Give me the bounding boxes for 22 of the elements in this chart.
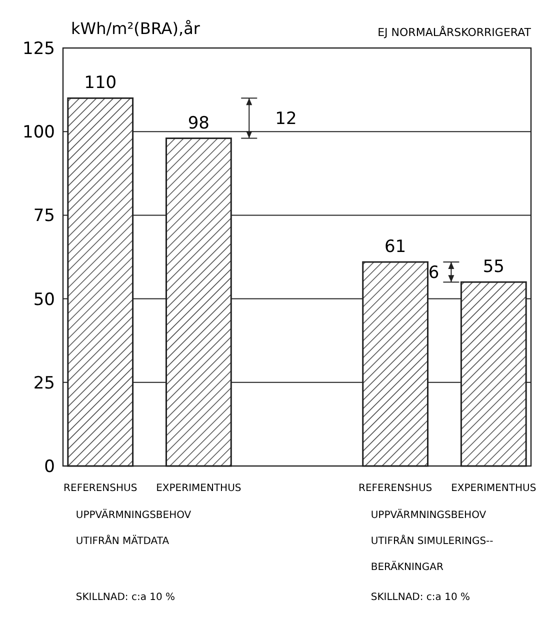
x-tick-label: EXPERIMENTHUS (451, 483, 536, 494)
y-tick-label: 25 (33, 373, 55, 394)
x-tick-label: REFERENSHUS (64, 483, 138, 494)
y-tick-label: 75 (33, 206, 55, 226)
y-tick-label: 100 (22, 122, 55, 143)
x-tick-label: EXPERIMENTHUS (156, 483, 242, 494)
text: SKILLNAD: c:a 10 % (76, 592, 176, 603)
text: UPPVÄRMNINGSBEHOV UTIFRÅN MÄTDATA (76, 510, 192, 547)
chart-subtitle: EJ NORMALÅRSKORRIGERAT (378, 25, 532, 39)
data-label: 55 (482, 257, 504, 278)
data-label: 110 (84, 73, 117, 94)
text: UPPVÄRMNINGSBEHOV UTIFRÅN SIMULERINGS-- BERÄKNINGAR (370, 510, 494, 573)
annotation: 6 (428, 263, 440, 284)
text: SKILLNAD: c:a 10 % (370, 592, 470, 603)
y-tick-label: 0 (44, 457, 55, 477)
data-label: 98 (188, 113, 210, 134)
data-label: 61 (384, 237, 406, 258)
y-axis-title: kWh/m²(BRA),år (71, 19, 200, 38)
y-tick-label: 50 (33, 290, 55, 310)
x-tick-label: REFERENSHUS (358, 483, 432, 494)
y-tick-label: 125 (22, 39, 55, 59)
annotation: 12 (275, 109, 297, 130)
